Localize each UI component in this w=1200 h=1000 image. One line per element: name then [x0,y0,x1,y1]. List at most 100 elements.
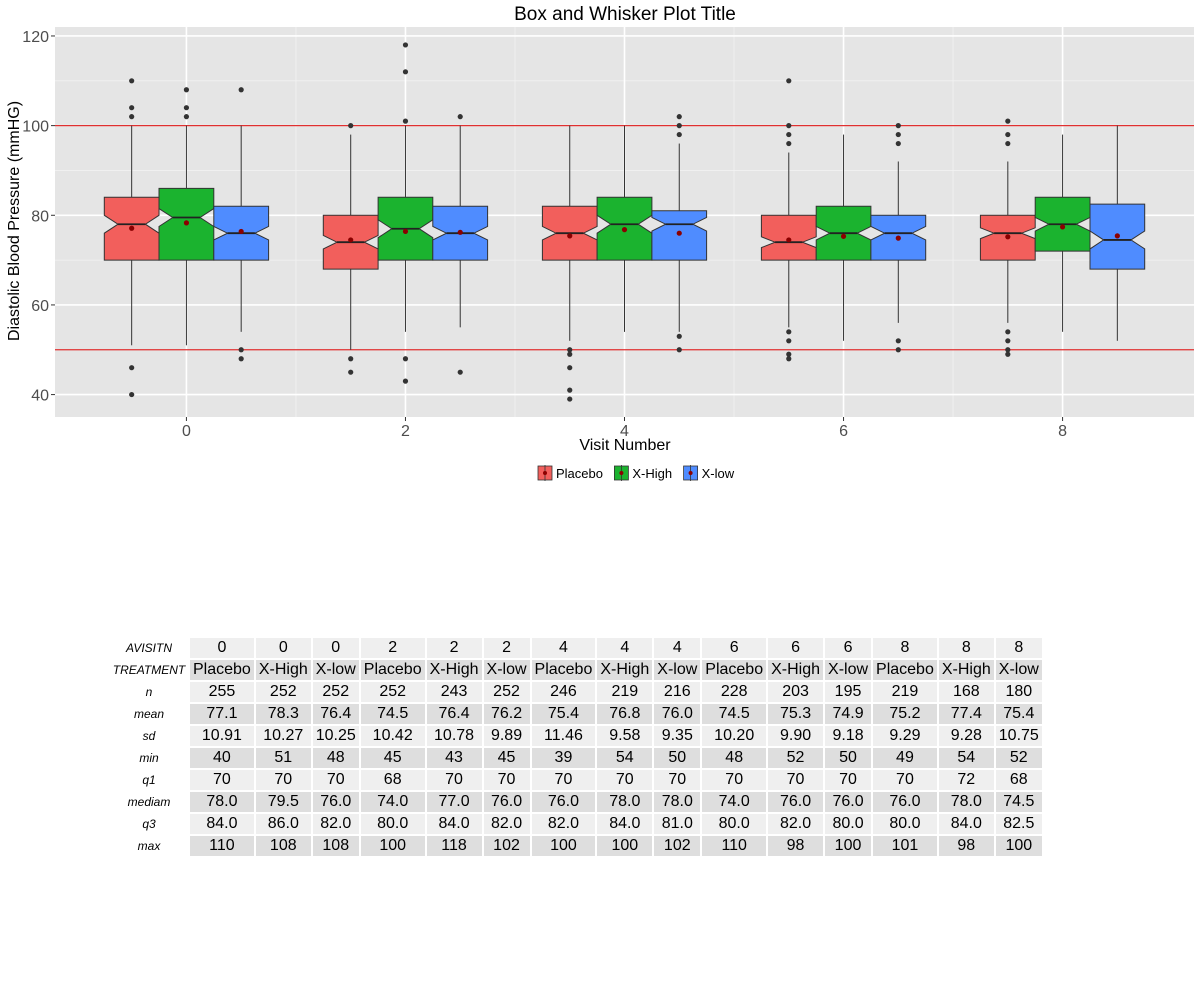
outlier-point [676,333,682,339]
outlier-point [183,114,190,120]
legend-label: X-low [702,466,735,481]
table-cell: 76.0 [873,792,937,812]
table-cell: 74.5 [995,792,1042,812]
table-cell: 246 [531,682,596,702]
table-cell: X-High [768,660,824,680]
table-cell: Placebo [702,660,767,680]
table-cell: 76.0 [825,792,872,812]
table-cell: 70 [873,770,937,790]
table-cell: 75.4 [995,704,1042,724]
table-cell: 82.0 [768,814,824,834]
row-header: q1 [142,773,156,787]
boxes [103,42,1146,402]
mean-point [621,227,628,233]
outlier-point [567,347,573,353]
table-cell: 84.0 [938,814,994,834]
outlier-point [567,351,573,357]
table-cell: 252 [360,682,425,702]
legend-label: X-High [632,466,672,481]
outlier-point [676,114,682,120]
table-cell: 68 [995,770,1042,790]
row-header: min [139,751,159,765]
table-cell: 45 [483,748,530,768]
table-cell: 10.25 [312,726,359,746]
table-cell: 80.0 [825,814,872,834]
outlier-point [183,87,190,93]
table-cell: Placebo [360,660,425,680]
table-row: q1 70 70 70 68 70 70 70 70 70 70 70 70 70 72 68 [110,770,1042,790]
table-cell: 77.4 [938,704,994,724]
outlier-point [1005,140,1011,147]
legend-swatch-point [688,471,693,475]
y-axis: 40 60 80 100 120 [22,29,55,405]
table-cell: Placebo [190,660,254,680]
table-cell: 70 [426,770,482,790]
table-cell: 101 [873,836,937,856]
box-visit2-x-high [377,42,434,384]
outlier-point [676,123,682,129]
table-row: TREATMENT Placebo X-High X-low Placebo X-High… [110,660,1042,680]
table-cell: 10.27 [255,726,311,746]
table-cell: 49 [873,748,937,768]
table-row: AVISITN 0 0 0 2 2 2 4 4 4 6 6 6 8 8 8 [110,638,1042,658]
table-cell: 45 [360,748,425,768]
table-cell: 8 [938,638,994,658]
table-cell: 108 [312,836,359,856]
table-cell: 76.0 [768,792,824,812]
table-cell: 100 [995,836,1042,856]
table-cell: 82.5 [995,814,1042,834]
table-cell: 74.5 [360,704,425,724]
table-cell: 77.0 [426,792,482,812]
summary-stats-table: AVISITN 0 0 0 2 2 2 4 4 4 6 6 6 8 8 8 TREATMENT Placebo X-… [108,636,1044,858]
outlier-point [348,356,354,362]
legend-item-placebo: Placebo [537,465,603,481]
chart-title: Box and Whisker Plot Title [514,4,736,25]
legend: Placebo X-High X-low [537,465,735,481]
table-cell: 228 [702,682,767,702]
row-header: TREATMENT [112,663,186,677]
outlier-point [895,123,901,129]
outlier-point [348,123,354,129]
outlier-point [1005,118,1011,124]
legend-swatch-point [543,471,547,475]
mean-point [895,235,901,241]
table-cell: 110 [190,836,254,856]
table-cell: 8 [873,638,937,658]
table-cell: 84.0 [597,814,653,834]
table-row: n 255 252 252 252 243 252 246 219 216 228 203 195 219… [110,682,1042,702]
box-visit8-placebo [979,118,1036,357]
table-cell: 74.0 [360,792,425,812]
outlier-point [676,347,682,353]
box-visit2-x-low [432,114,489,375]
box-visit4-x-high [596,125,653,332]
table-cell: X-low [483,660,530,680]
box-visit0-x-high [158,87,215,346]
outlier-point [402,356,409,362]
table-cell: 168 [938,682,994,702]
outlier-point [786,131,792,138]
outlier-point [786,78,792,84]
table-cell: X-low [825,660,872,680]
table-row: q3 84.0 86.0 82.0 80.0 84.0 82.0 82.0 84.0 81.0 80… [110,814,1042,834]
table-cell: 9.29 [873,726,937,746]
x-axis: 0 2 4 6 8 [182,417,1067,440]
outlier-point [183,105,190,111]
table-cell: 9.58 [597,726,653,746]
table-cell: 78.3 [255,704,311,724]
table-cell: 78.0 [938,792,994,812]
table-cell: 203 [768,682,824,702]
table-cell: 78.0 [597,792,653,812]
mean-point [457,229,463,235]
y-tick-label: 60 [31,298,49,315]
table-cell: 48 [702,748,767,768]
table-cell: 100 [597,836,653,856]
table-cell: 9.90 [768,726,824,746]
mean-point [567,233,573,239]
outlier-point [402,69,409,75]
table-cell: 50 [654,748,701,768]
table-cell: 70 [825,770,872,790]
outlier-point [402,118,409,124]
box-visit6-x-low [870,123,927,353]
table-cell: 100 [825,836,872,856]
table-cell: 0 [312,638,359,658]
